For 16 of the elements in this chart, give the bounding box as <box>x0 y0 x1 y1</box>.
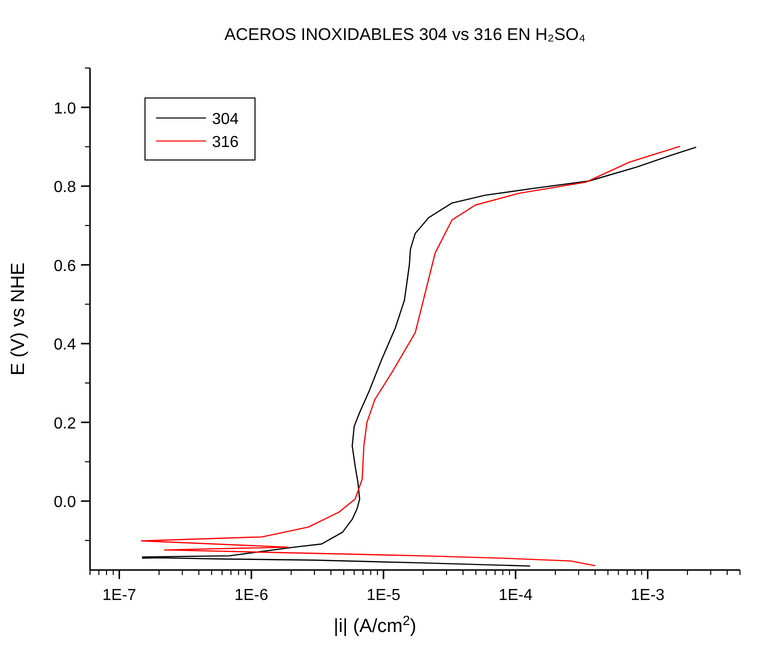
x-tick-label: 1E-6 <box>234 587 268 604</box>
y-tick-label: 0.4 <box>54 336 76 354</box>
x-axis-title: |i| (A/cm$^{2}$) <box>334 612 416 637</box>
y-axis-title: E (V) vs NHE <box>8 262 29 376</box>
y-tick-label: 0.0 <box>54 494 76 512</box>
x-tick-label: 1E-5 <box>366 587 400 604</box>
y-tick-label: 0.2 <box>54 415 76 432</box>
y-tick-label: 0.6 <box>54 258 76 275</box>
y-tick-label: 1.0 <box>54 100 76 118</box>
x-tick-label: 1E-4 <box>498 587 533 604</box>
legend-label: 304 <box>212 111 239 128</box>
y-tick-label: 0.8 <box>54 179 76 196</box>
x-tick-label: 1E-7 <box>102 587 136 604</box>
legend-label: 316 <box>212 134 239 151</box>
x-tick-label: 1E-3 <box>630 587 665 604</box>
chart-title: ACEROS INOXIDABLES 304 vs 316 EN H₂SO₄ <box>224 25 586 44</box>
